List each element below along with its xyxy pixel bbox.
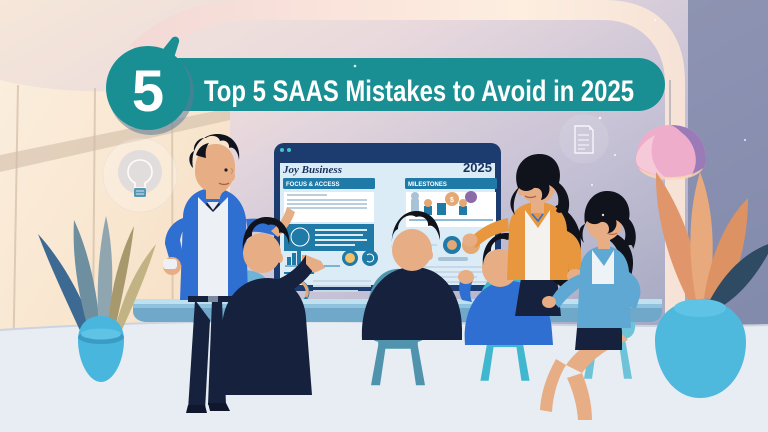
svg-text:Joy Business: Joy Business [282, 164, 342, 176]
svg-text:5: 5 [132, 59, 164, 124]
svg-text:FOCUS & ACCESS: FOCUS & ACCESS [286, 182, 339, 188]
svg-text:2025: 2025 [463, 160, 492, 175]
svg-text:$: $ [450, 197, 454, 204]
svg-text:Top 5 SAAS Mistakes to Avoid i: Top 5 SAAS Mistakes to Avoid in 2025 [204, 75, 634, 108]
svg-text:MILESTONES: MILESTONES [408, 182, 447, 188]
